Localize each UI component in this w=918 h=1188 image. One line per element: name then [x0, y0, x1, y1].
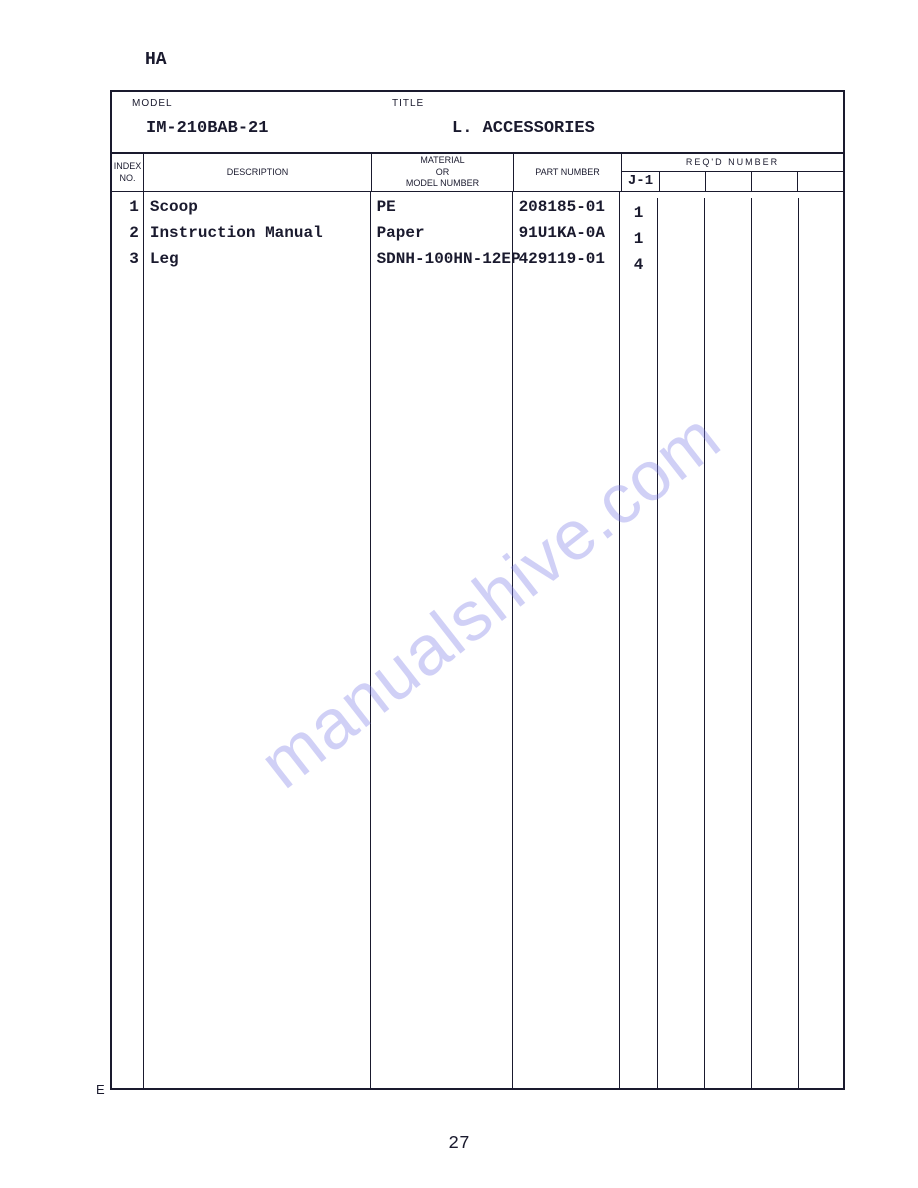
model-label: MODEL — [132, 98, 392, 109]
body-col-index: 123 — [112, 192, 144, 1088]
reqd-sub-2 — [660, 172, 706, 191]
body-col-description: ScoopInstruction ManualLeg — [144, 192, 371, 1088]
reqd-subheaders: J-1 — [622, 172, 843, 191]
body-col-part-number: 208185-0191U1KA-0A429119-01 — [513, 192, 620, 1088]
reqd-body-sub-4 — [752, 198, 799, 1088]
col-header-reqd: REQ'D NUMBER J-1 — [622, 154, 843, 191]
table-frame: MODEL IM-210BAB-21 TITLE L. ACCESSORIES … — [110, 90, 845, 1090]
col-header-index: INDEX NO. — [112, 154, 144, 191]
header-section: MODEL IM-210BAB-21 TITLE L. ACCESSORIES — [112, 92, 843, 154]
reqd-body-sub-1: 114 — [620, 198, 658, 1088]
table-cell — [799, 230, 843, 256]
table-cell: 208185-01 — [519, 198, 619, 224]
body-col-reqd: 114 — [620, 192, 843, 1088]
table-cell — [658, 230, 704, 256]
reqd-body-sub-2 — [658, 198, 705, 1088]
table-cell: 1 — [620, 230, 657, 256]
table-cell — [705, 230, 751, 256]
table-cell — [658, 256, 704, 282]
corner-label: HA — [145, 50, 845, 70]
page-number: 27 — [0, 1134, 918, 1154]
col-header-material: MATERIAL OR MODEL NUMBER — [372, 154, 514, 191]
table-cell — [799, 204, 843, 230]
reqd-sub-5 — [798, 172, 843, 191]
table-cell: 1 — [620, 204, 657, 230]
table-cell: 1 — [112, 198, 139, 224]
reqd-number-label: REQ'D NUMBER — [622, 154, 843, 172]
col-header-description: DESCRIPTION — [144, 154, 372, 191]
table-cell — [799, 256, 843, 282]
model-value: IM-210BAB-21 — [146, 119, 392, 138]
body-col-material: PEPaperSDNH-100HN-12EP — [371, 192, 513, 1088]
table-cell — [705, 204, 751, 230]
title-value: L. ACCESSORIES — [452, 119, 843, 138]
reqd-sub-1: J-1 — [622, 172, 660, 191]
reqd-sub-3 — [706, 172, 752, 191]
table-cell: 2 — [112, 224, 139, 250]
col-header-part-number: PART NUMBER — [514, 154, 622, 191]
table-cell: 3 — [112, 250, 139, 276]
table-cell: Leg — [150, 250, 370, 276]
table-cell: SDNH-100HN-12EP — [377, 250, 512, 276]
table-cell: 429119-01 — [519, 250, 619, 276]
table-cell: Scoop — [150, 198, 370, 224]
table-body: 123 ScoopInstruction ManualLeg PEPaperSD… — [112, 192, 843, 1088]
table-cell — [752, 256, 798, 282]
e-margin-label: E — [96, 1082, 105, 1097]
column-headers: INDEX NO. DESCRIPTION MATERIAL OR MODEL … — [112, 154, 843, 192]
table-cell: Paper — [377, 224, 512, 250]
table-cell: 91U1KA-0A — [519, 224, 619, 250]
reqd-sub-4 — [752, 172, 798, 191]
table-cell — [752, 204, 798, 230]
table-cell: Instruction Manual — [150, 224, 370, 250]
title-label: TITLE — [392, 98, 843, 109]
parts-list-page: HA MODEL IM-210BAB-21 TITLE L. ACCESSORI… — [110, 50, 845, 1090]
table-cell — [705, 256, 751, 282]
table-cell: PE — [377, 198, 512, 224]
reqd-body-sub-3 — [705, 198, 752, 1088]
table-cell: 4 — [620, 256, 657, 282]
table-cell — [752, 230, 798, 256]
reqd-body-sub-5 — [799, 198, 843, 1088]
table-cell — [658, 204, 704, 230]
